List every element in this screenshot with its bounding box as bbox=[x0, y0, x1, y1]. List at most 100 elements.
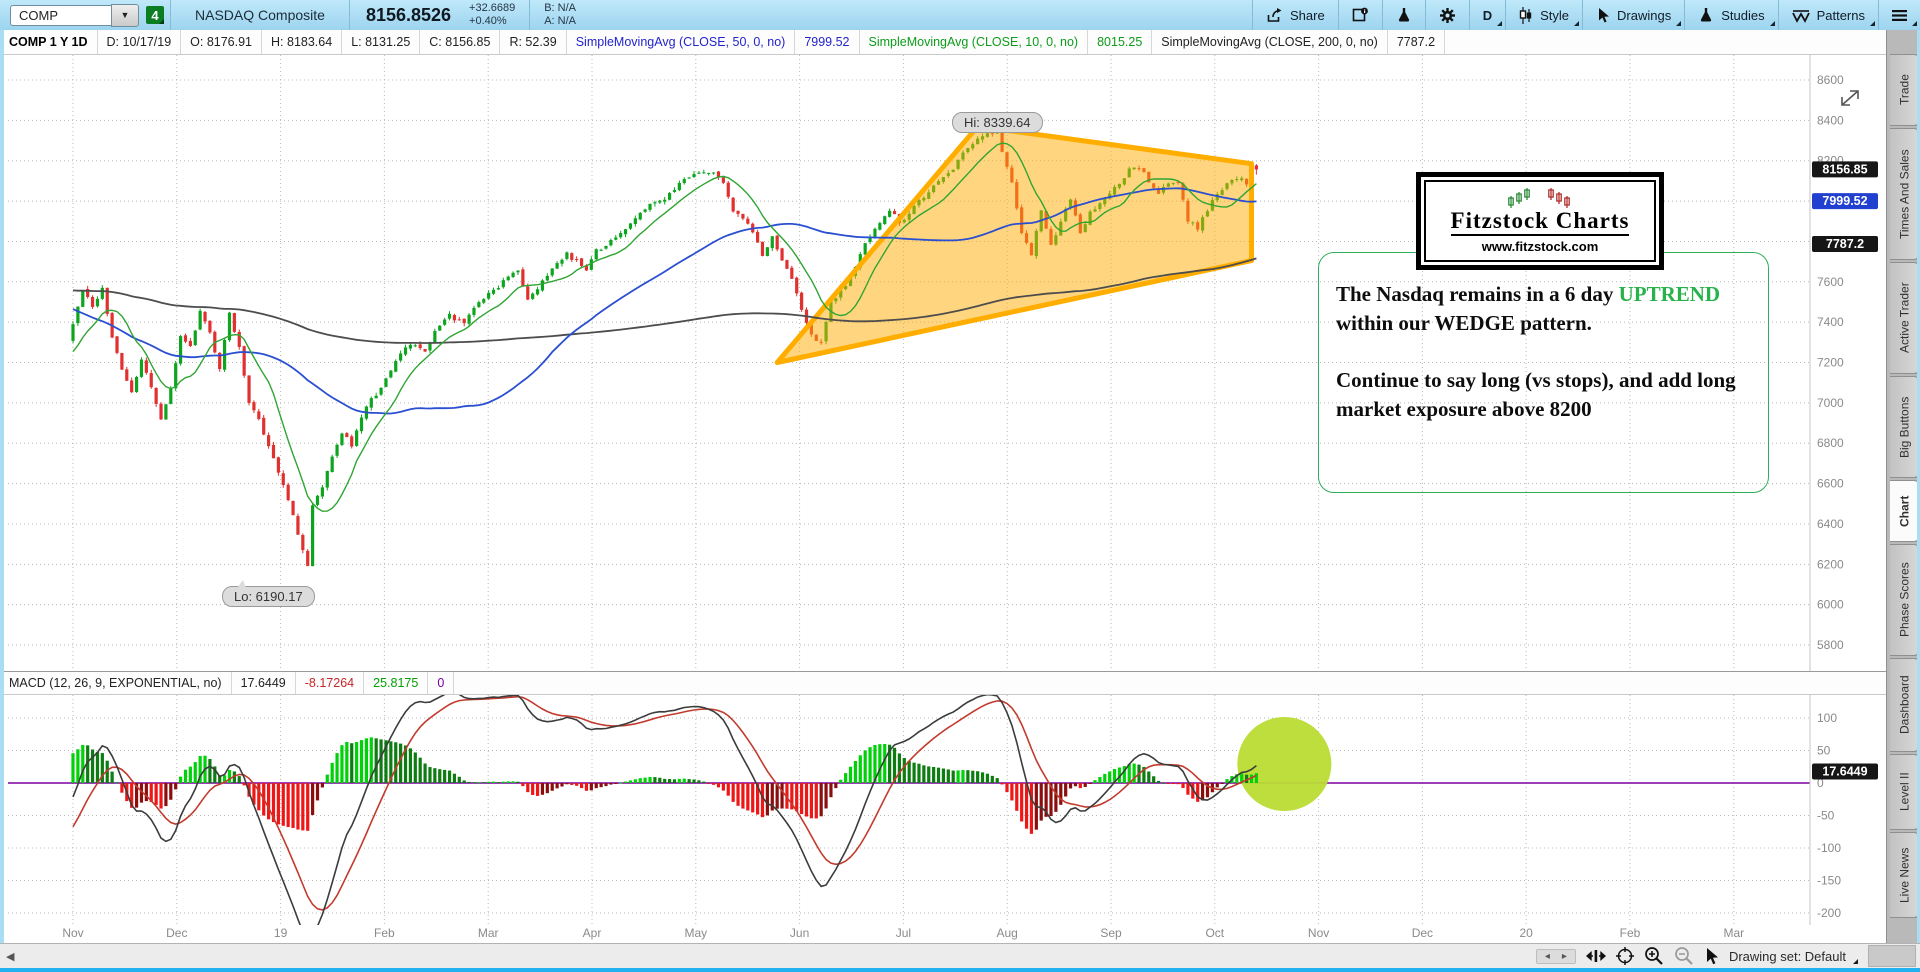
macd-header-segment: 0 bbox=[428, 671, 455, 694]
symbol-dropdown-button[interactable]: ▼ bbox=[111, 3, 139, 27]
chart-header-row: COMP 1 Y 1D D: 10/17/19 O: 8176.91 H: 8183.… bbox=[0, 30, 1886, 55]
svg-text:8400: 8400 bbox=[1817, 113, 1844, 127]
svg-text:-150: -150 bbox=[1817, 873, 1841, 887]
time-axis: Nov Dec 19 Feb Mar Apr May Jun Jul Aug Sep Oct Nov De… bbox=[0, 925, 1886, 943]
sma200-line bbox=[72, 257, 1257, 344]
time-axis-label: May bbox=[684, 926, 708, 941]
macd-line bbox=[72, 694, 1257, 926]
right-tab-strip: Trade Times And Sales Active Trader Big But… bbox=[1886, 30, 1920, 943]
time-axis-label: Aug bbox=[996, 926, 1018, 941]
wedge-pattern-drawing bbox=[774, 123, 1254, 365]
chart-header-segment: 7999.52 bbox=[795, 30, 860, 54]
time-axis-label: Sep bbox=[1100, 926, 1122, 941]
chart-header-segment: 7787.2 bbox=[1388, 30, 1446, 54]
tab-dashboard[interactable]: Dashboard bbox=[1890, 658, 1920, 752]
chart-header-segment: SimpleMovingAvg (CLOSE, 50, 0, no) bbox=[567, 30, 796, 54]
macd-header-row: MACD (12, 26, 9, EXPONENTIAL, no) 17.6449… bbox=[0, 670, 1886, 695]
chart-header-segment: R: 52.39 bbox=[500, 30, 567, 54]
svg-text:7000: 7000 bbox=[1817, 396, 1844, 410]
tab-big-buttons[interactable]: Big Buttons bbox=[1890, 376, 1920, 478]
svg-text:6600: 6600 bbox=[1817, 477, 1844, 491]
studies-button[interactable]: Studies bbox=[1684, 0, 1777, 30]
svg-text:7787.2: 7787.2 bbox=[1826, 237, 1864, 251]
time-axis-label: Feb bbox=[1619, 926, 1641, 941]
document-info-icon bbox=[1352, 7, 1368, 22]
timeframe-button[interactable]: D bbox=[1468, 0, 1505, 30]
analyze-button[interactable] bbox=[1381, 0, 1425, 30]
svg-text:7200: 7200 bbox=[1817, 355, 1844, 369]
highlight-circle-drawing bbox=[1237, 716, 1332, 811]
flask-icon bbox=[1701, 8, 1712, 22]
red-candles-icon bbox=[1548, 187, 1570, 208]
time-axis-label: Jun bbox=[789, 926, 810, 941]
symbol-input[interactable]: COMP bbox=[10, 4, 111, 26]
share-button[interactable]: Share bbox=[1252, 0, 1338, 30]
share-icon bbox=[1267, 7, 1282, 22]
svg-text:7600: 7600 bbox=[1817, 275, 1844, 289]
tab-phase-scores[interactable]: Phase Scores bbox=[1890, 544, 1920, 656]
time-axis-label: 20 bbox=[1519, 926, 1533, 941]
analysis-note[interactable]: The Nasdaq remains in a 6 day UPTREND wi… bbox=[1318, 252, 1769, 493]
macd-chart[interactable]: 100 50 0 -50 -100 -150 -200 17.6449 bbox=[0, 694, 1886, 926]
macd-header-segment: 25.8175 bbox=[364, 671, 429, 694]
top-toolbar: COMP ▼ 4 NASDAQ Composite 8156.8526 +32.… bbox=[0, 0, 1920, 30]
tab-live-news[interactable]: Live News bbox=[1890, 832, 1920, 918]
tab-trade[interactable]: Trade bbox=[1890, 54, 1920, 126]
svg-text:5800: 5800 bbox=[1817, 638, 1844, 652]
svg-text:100: 100 bbox=[1817, 711, 1837, 725]
flask-icon bbox=[1398, 8, 1409, 22]
chart-style-icon bbox=[1519, 6, 1532, 24]
time-scroll-buttons[interactable]: ◂ ▸ bbox=[1535, 948, 1576, 964]
svg-text:-100: -100 bbox=[1817, 841, 1841, 855]
price-change: +32.6689 +0.40% bbox=[469, 2, 516, 27]
menu-icon bbox=[1892, 9, 1907, 21]
linked-group-badge[interactable]: 4 bbox=[146, 6, 164, 24]
macd-header-segment: 17.6449 bbox=[232, 671, 296, 694]
svg-text:17.6449: 17.6449 bbox=[1822, 764, 1867, 778]
time-axis-label: Oct bbox=[1205, 926, 1225, 941]
chart-header-segment: 8015.25 bbox=[1088, 30, 1153, 54]
drawing-set-selector[interactable]: Drawing set: Default bbox=[1729, 949, 1859, 964]
patterns-button[interactable]: Patterns bbox=[1777, 0, 1878, 30]
tab-chart[interactable]: Chart bbox=[1890, 480, 1920, 542]
report-info-button[interactable] bbox=[1337, 0, 1382, 30]
svg-text:6000: 6000 bbox=[1817, 598, 1844, 612]
price-chart[interactable]: 8600840082008000780076007400720070006800… bbox=[0, 54, 1886, 671]
bid-ask: B: N/A A: N/A bbox=[544, 2, 577, 27]
zoom-out-button[interactable] bbox=[1674, 946, 1694, 966]
macd-header-segment: -8.17264 bbox=[296, 671, 365, 694]
chart-header-segment: SimpleMovingAvg (CLOSE, 10, 0, no) bbox=[860, 30, 1089, 54]
svg-text:0: 0 bbox=[1817, 776, 1824, 790]
symbol-description: NASDAQ Composite bbox=[195, 7, 325, 23]
green-candles-icon bbox=[1508, 187, 1530, 208]
settings-button[interactable] bbox=[1424, 0, 1469, 30]
chart-header-segment: D: 10/17/19 bbox=[98, 30, 182, 54]
chart-menu-button[interactable] bbox=[1878, 0, 1920, 30]
time-axis-label: Feb bbox=[374, 926, 395, 941]
tab-level-ii[interactable]: Level II bbox=[1890, 754, 1920, 830]
svg-text:8156.85: 8156.85 bbox=[1822, 162, 1867, 176]
zoom-in-button[interactable] bbox=[1644, 946, 1664, 966]
pan-mode-button[interactable] bbox=[1585, 949, 1606, 963]
crosshair-button[interactable] bbox=[1615, 947, 1634, 965]
cursor-icon bbox=[1599, 7, 1610, 22]
sma10-line bbox=[72, 142, 1257, 512]
style-button[interactable]: Style bbox=[1505, 0, 1582, 30]
window-frame-left bbox=[0, 30, 4, 943]
tab-times-and-sales[interactable]: Times And Sales bbox=[1890, 128, 1920, 260]
macd-histogram bbox=[71, 737, 1258, 834]
time-axis-label: Dec bbox=[1411, 926, 1434, 941]
chart-header-segment: L: 8131.25 bbox=[342, 30, 421, 54]
chart-header-segment: C: 8156.85 bbox=[420, 30, 501, 54]
macd-signal-line bbox=[72, 695, 1257, 911]
gear-icon bbox=[1439, 7, 1455, 23]
cursor-tool-button[interactable] bbox=[1704, 947, 1719, 965]
sma50-line bbox=[72, 187, 1257, 415]
chart-header-segment: H: 8183.64 bbox=[262, 30, 343, 54]
tab-active-trader[interactable]: Active Trader bbox=[1890, 262, 1920, 374]
low-price-bubble: Lo: 6190.17 bbox=[222, 580, 315, 607]
scroll-left-button[interactable]: ◀ bbox=[6, 950, 15, 963]
drawings-button[interactable]: Drawings bbox=[1582, 0, 1684, 30]
time-axis-label: Nov bbox=[62, 926, 84, 941]
